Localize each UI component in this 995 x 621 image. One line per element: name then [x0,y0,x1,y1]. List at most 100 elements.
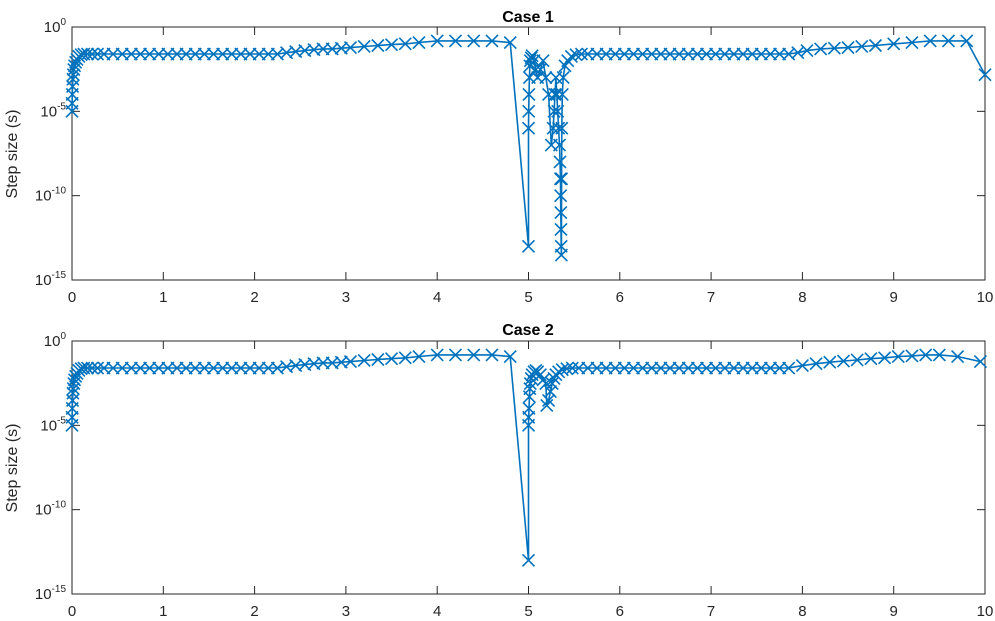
x-tick-label: 0 [68,289,76,306]
data-point-marker [850,353,864,367]
x-tick-label: 8 [798,603,806,620]
data-point-marker [398,351,412,365]
data-point-marker [357,353,371,368]
x-tick-label: 7 [707,289,715,306]
data-point-marker [80,361,95,375]
data-series [65,348,988,567]
data-series [65,34,992,262]
series-line [71,354,981,561]
data-point-marker [533,62,547,77]
data-point-marker [371,352,385,367]
x-tick-label: 4 [433,603,441,620]
data-point-marker [809,357,823,371]
data-point-marker [905,349,919,363]
x-tick-label: 1 [159,603,167,620]
data-point-marker [868,38,883,53]
data-point-marker [574,47,589,61]
data-point-marker [384,38,399,52]
chart-title: Case 2 [502,322,554,339]
y-axis-label: Step size (s) [4,110,21,199]
data-point-marker [552,365,566,379]
x-ticks: 0 1 2 3 4 5 6 7 8 9 10 [68,27,993,306]
data-point-marker [522,104,536,118]
data-point-marker [554,172,569,186]
x-tick-label: 9 [890,603,898,620]
data-point-marker [539,376,553,391]
y-tick-label: 100 [44,17,67,36]
y-axis-label: Step size (s) [4,424,21,513]
data-point-marker [795,358,809,373]
x-tick-label: 2 [250,289,258,306]
data-point-marker [543,385,557,399]
data-point-marker [522,401,536,416]
data-point-marker [836,354,851,368]
data-point-marker [841,41,855,55]
data-point-marker [555,121,569,135]
data-point-marker [823,355,837,369]
data-point-marker [522,87,536,102]
data-point-marker [554,189,568,203]
data-point-marker [430,348,444,362]
data-point-marker [398,37,412,51]
x-tick-label: 9 [890,289,898,306]
x-tick-label: 6 [616,603,624,620]
data-point-marker [554,248,568,262]
data-point-marker [556,71,570,85]
data-point-marker [503,35,517,50]
data-point-marker [448,34,463,48]
y-tick-label: 10-5 [40,415,66,434]
y-ticks: 100 10-5 10-10 10-15 [35,331,985,603]
data-point-marker [521,553,536,567]
data-point-marker [529,62,543,77]
x-tick-label: 8 [798,289,806,306]
data-point-marker [539,71,553,85]
data-point-marker [923,34,937,48]
data-point-marker [467,348,481,362]
x-tick-label: 5 [524,289,532,306]
data-point-marker [85,47,99,61]
series-line [71,40,986,256]
data-point-marker [887,37,901,51]
data-point-marker [560,362,574,376]
y-tick-label: 10-5 [40,101,66,120]
data-point-marker [80,47,95,61]
data-point-marker [412,35,426,50]
x-ticks: 0 1 2 3 4 5 6 7 8 9 10 [68,341,994,620]
y-tick-label: 100 [44,331,67,350]
data-point-marker [448,348,463,362]
data-point-marker [552,121,566,135]
data-point-marker [855,39,869,54]
data-point-marker [85,361,99,375]
x-tick-label: 10 [977,603,994,620]
y-tick-label: 10-15 [35,270,67,289]
data-point-marker [951,349,965,364]
data-point-marker [932,348,946,362]
data-point-marker [552,138,567,152]
x-tick-label: 7 [707,603,715,620]
data-point-marker [800,44,814,58]
data-point-marker [864,352,878,366]
y-ticks: 100 10-5 10-10 10-15 [35,17,985,289]
data-point-marker [814,42,828,56]
data-point-marker [536,54,550,68]
x-tick-label: 3 [342,603,350,620]
data-point-marker [960,34,974,48]
data-point-marker [485,34,499,48]
chart-title: Case 1 [502,9,554,26]
data-point-marker [343,355,358,369]
data-point-marker [978,68,992,82]
data-point-marker [919,348,933,362]
data-point-marker [90,47,105,61]
data-point-marker [521,121,536,135]
x-tick-label: 2 [250,603,258,620]
x-tick-label: 6 [616,289,624,306]
data-point-marker [554,205,568,220]
y-tick-label: 10-10 [35,500,67,519]
data-point-marker [485,348,499,362]
data-point-marker [973,355,988,369]
data-point-marker [891,349,905,364]
data-point-marker [554,222,568,236]
data-point-marker [467,34,481,48]
data-point-marker [357,39,371,54]
data-point-marker [551,104,565,118]
